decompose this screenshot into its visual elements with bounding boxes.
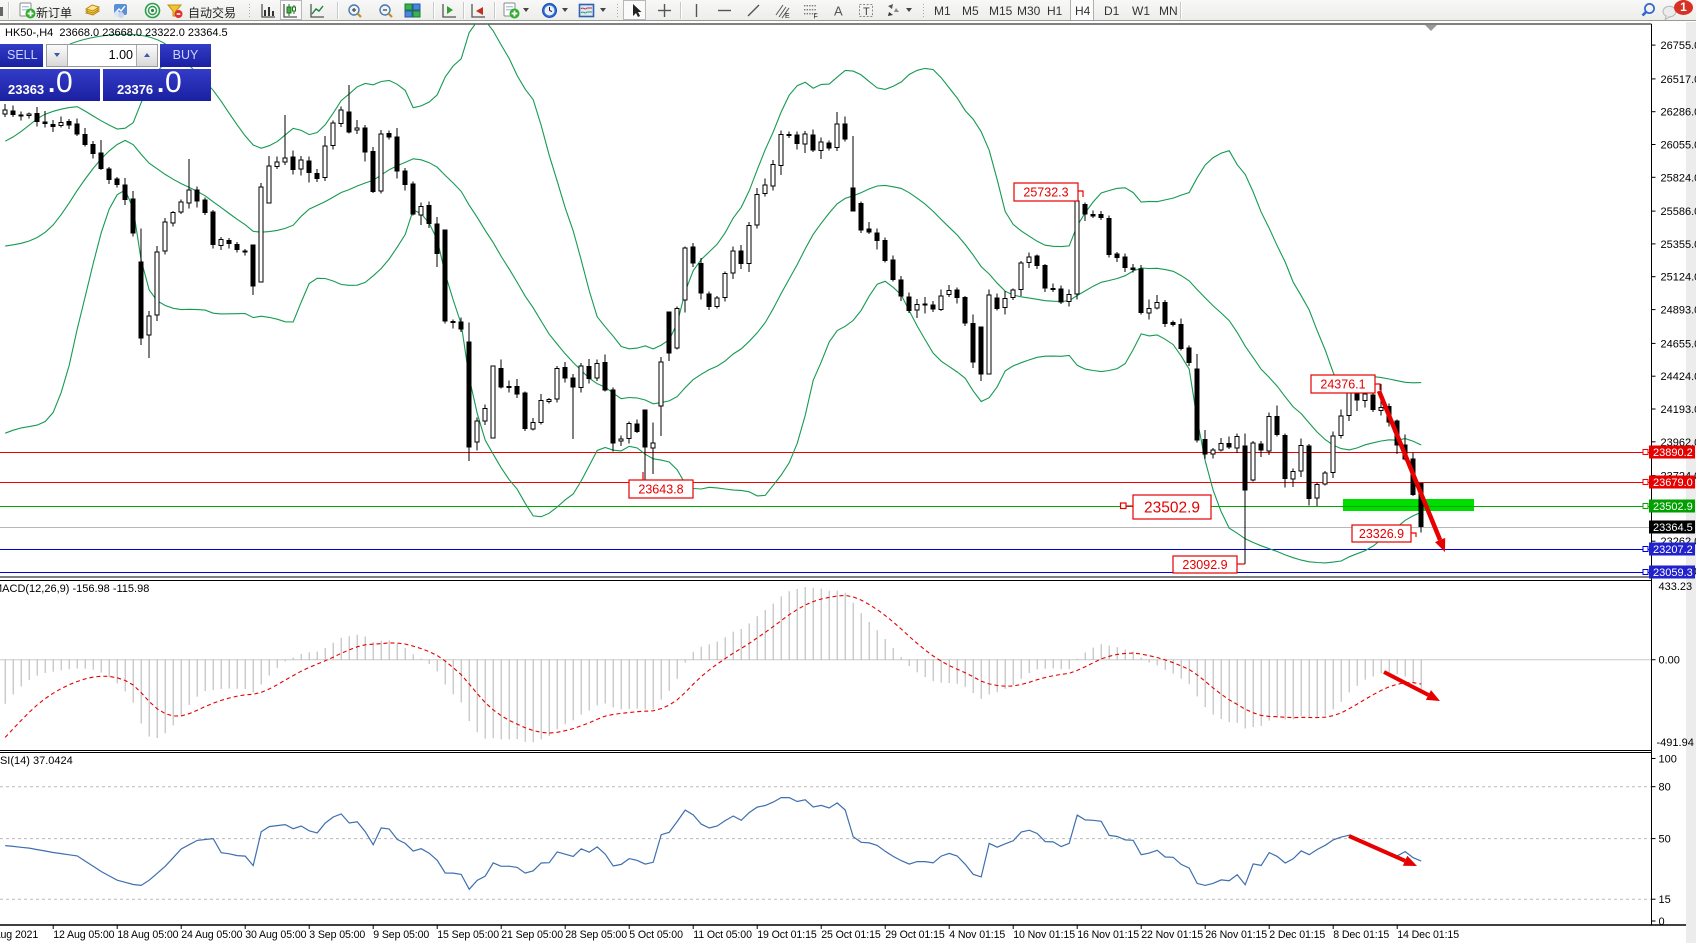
svg-text:9 Sep 05:00: 9 Sep 05:00 bbox=[373, 929, 429, 941]
svg-text:23502.9: 23502.9 bbox=[1144, 500, 1200, 517]
svg-text:24893.0: 24893.0 bbox=[1661, 305, 1696, 317]
svg-text:12 Aug 05:00: 12 Aug 05:00 bbox=[53, 929, 114, 941]
svg-text:19 Oct 01:15: 19 Oct 01:15 bbox=[757, 929, 817, 941]
svg-text:25732.3: 25732.3 bbox=[1023, 186, 1068, 200]
svg-text:25355.0: 25355.0 bbox=[1661, 239, 1696, 251]
svg-text:23059.3: 23059.3 bbox=[1653, 567, 1693, 579]
svg-text:8 Dec 01:15: 8 Dec 01:15 bbox=[1333, 929, 1389, 941]
svg-text:26 Nov 01:15: 26 Nov 01:15 bbox=[1205, 929, 1267, 941]
svg-text:24376.1: 24376.1 bbox=[1320, 378, 1365, 392]
svg-text:23890.2: 23890.2 bbox=[1653, 447, 1693, 459]
svg-text:25824.0: 25824.0 bbox=[1661, 172, 1696, 184]
svg-text:29 Oct 01:15: 29 Oct 01:15 bbox=[885, 929, 945, 941]
svg-text:0: 0 bbox=[1659, 916, 1665, 928]
svg-text:T: T bbox=[863, 6, 870, 18]
svg-text:A: A bbox=[834, 4, 843, 19]
svg-text:F: F bbox=[814, 14, 818, 20]
svg-text:24 Aug 05:00: 24 Aug 05:00 bbox=[181, 929, 242, 941]
svg-text:23207.2: 23207.2 bbox=[1653, 544, 1693, 556]
svg-text:RSI(14) 37.0424: RSI(14) 37.0424 bbox=[0, 755, 73, 767]
svg-text:100: 100 bbox=[1659, 754, 1677, 766]
svg-text:26055.0: 26055.0 bbox=[1661, 140, 1696, 152]
svg-text:23643.8: 23643.8 bbox=[638, 483, 683, 497]
svg-text:23679.0: 23679.0 bbox=[1653, 477, 1693, 489]
svg-text:26286.0: 26286.0 bbox=[1661, 107, 1696, 119]
svg-text:24424.0: 24424.0 bbox=[1661, 371, 1696, 383]
svg-text:-491.94: -491.94 bbox=[1657, 737, 1694, 749]
svg-text:11 Oct 05:00: 11 Oct 05:00 bbox=[693, 929, 752, 941]
svg-text:25586.0: 25586.0 bbox=[1661, 206, 1696, 218]
svg-text:18 Aug 05:00: 18 Aug 05:00 bbox=[117, 929, 178, 941]
svg-text:23326.9: 23326.9 bbox=[1359, 527, 1404, 541]
svg-text:433.23: 433.23 bbox=[1659, 581, 1693, 593]
svg-text:0.00: 0.00 bbox=[1659, 655, 1680, 667]
svg-text:25 Oct 01:15: 25 Oct 01:15 bbox=[821, 929, 881, 941]
svg-text:23092.9: 23092.9 bbox=[1182, 558, 1227, 572]
svg-text:MACD(12,26,9) -156.98 -115.98: MACD(12,26,9) -156.98 -115.98 bbox=[0, 583, 149, 595]
svg-text:23364.5: 23364.5 bbox=[1653, 522, 1693, 534]
svg-text:30 Aug 05:00: 30 Aug 05:00 bbox=[245, 929, 306, 941]
svg-text:14 Dec 01:15: 14 Dec 01:15 bbox=[1397, 929, 1459, 941]
svg-text:26755.0: 26755.0 bbox=[1661, 40, 1696, 52]
svg-text:5 Aug 2021: 5 Aug 2021 bbox=[0, 929, 38, 941]
svg-text:E: E bbox=[785, 13, 790, 19]
svg-text:HK50-,H4 23668.0 23668.0 2332: HK50-,H4 23668.0 23668.0 23322.0 23364.5 bbox=[5, 27, 228, 39]
svg-text:23502.9: 23502.9 bbox=[1653, 501, 1693, 513]
svg-text:22 Nov 01:15: 22 Nov 01:15 bbox=[1141, 929, 1203, 941]
svg-text:26517.0: 26517.0 bbox=[1661, 74, 1696, 86]
svg-text:24655.0: 24655.0 bbox=[1661, 338, 1696, 350]
svg-text:50: 50 bbox=[1659, 834, 1671, 846]
svg-text:2 Dec 01:15: 2 Dec 01:15 bbox=[1269, 929, 1325, 941]
svg-text:15 Sep 05:00: 15 Sep 05:00 bbox=[437, 929, 499, 941]
svg-text:10 Nov 01:15: 10 Nov 01:15 bbox=[1013, 929, 1075, 941]
svg-text:25124.0: 25124.0 bbox=[1661, 272, 1696, 284]
svg-text:80: 80 bbox=[1659, 782, 1671, 794]
svg-text:24193.0: 24193.0 bbox=[1661, 404, 1696, 416]
svg-text:21 Sep 05:00: 21 Sep 05:00 bbox=[501, 929, 563, 941]
svg-text:4 Nov 01:15: 4 Nov 01:15 bbox=[949, 929, 1005, 941]
svg-text:16 Nov 01:15: 16 Nov 01:15 bbox=[1077, 929, 1139, 941]
svg-text:5 Oct 05:00: 5 Oct 05:00 bbox=[629, 929, 683, 941]
svg-text:28 Sep 05:00: 28 Sep 05:00 bbox=[565, 929, 627, 941]
svg-text:15: 15 bbox=[1659, 894, 1671, 906]
svg-text:3 Sep 05:00: 3 Sep 05:00 bbox=[309, 929, 365, 941]
